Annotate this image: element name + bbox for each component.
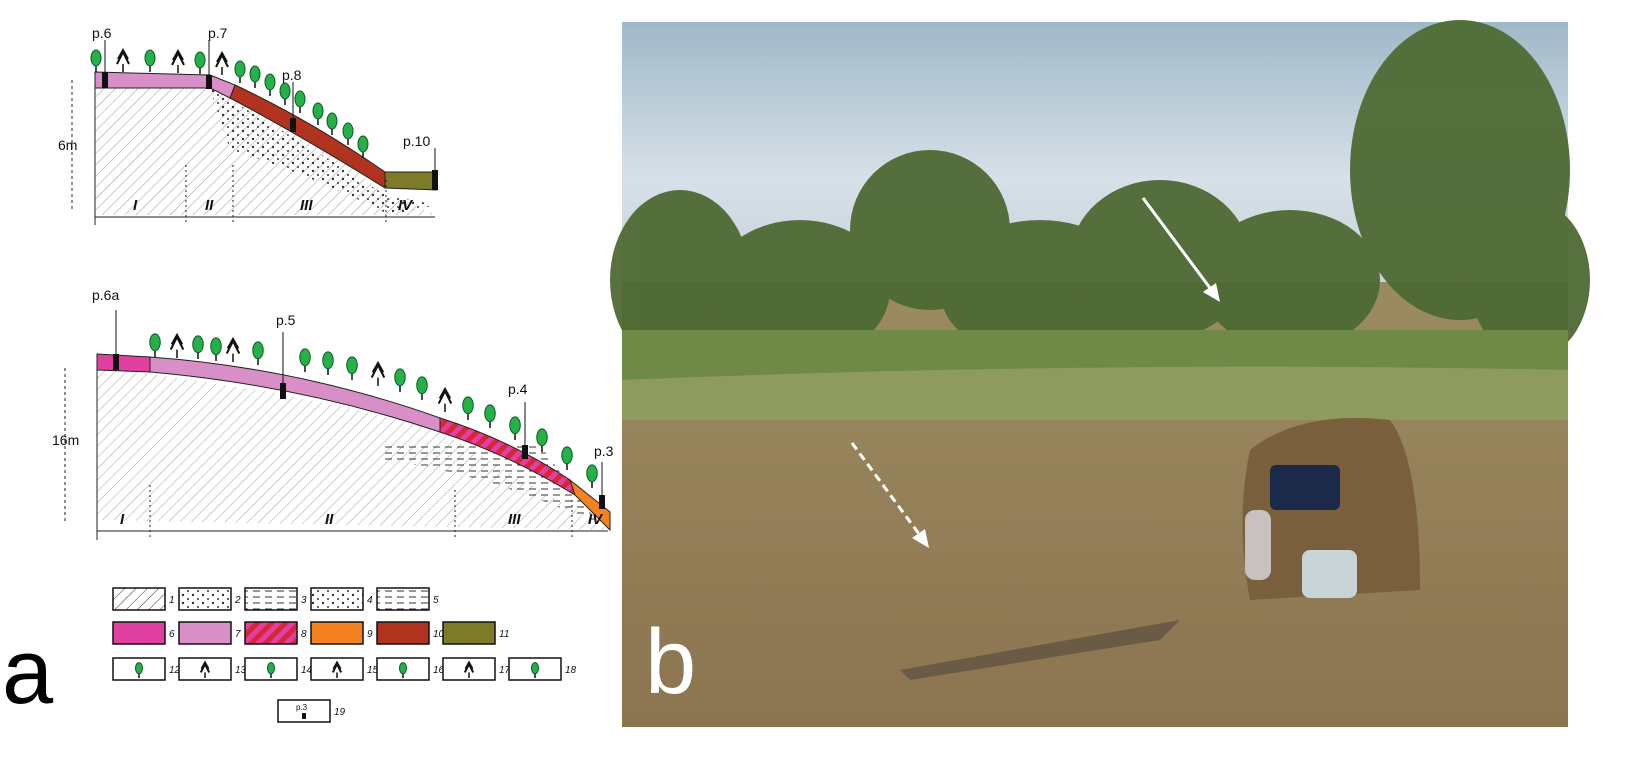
legend-swatch [179,588,231,610]
legend-sample-label: p.3 [296,703,308,712]
tree [117,50,129,64]
legend-number: 9 [367,629,373,640]
tree [265,74,275,90]
legend-number: 8 [301,629,307,640]
tree [537,429,548,446]
tree [171,335,184,350]
soil-7 [95,72,210,88]
point-label: p.3 [594,443,614,459]
soil-11 [385,172,437,190]
tree [417,377,428,394]
legend-swatch [245,622,297,644]
legend-swatch [443,622,495,644]
legend-number: 6 [169,629,175,640]
tree [439,389,452,404]
tree [211,338,222,355]
legend-number: 2 [234,595,241,606]
tree [145,50,155,66]
tree [510,417,521,434]
tree [136,663,143,674]
zone-label: IV [588,511,604,528]
point-label: p.6a [92,287,119,303]
legend-number: 7 [235,629,241,640]
legend-swatch [311,622,363,644]
tree [172,51,184,65]
panel-label: a [2,621,54,723]
legend-number: 4 [367,595,373,606]
point-label: p.4 [508,381,528,397]
tree [150,334,161,351]
tree [562,447,573,464]
legend-swatch [113,622,165,644]
tree [193,336,204,353]
figure: p.6 p.7 p.8 p.10 6m I II III IV p.6a p.5… [0,0,1642,773]
tree [343,123,353,139]
tree [358,136,368,152]
legend-number: 3 [301,595,307,606]
legend-swatch [377,588,429,610]
tree [400,663,407,674]
tree [250,66,260,82]
tree [532,663,539,674]
soil-6 [97,354,150,372]
tree [347,357,358,374]
tree [91,50,101,66]
panel-a: p.6 p.7 p.8 p.10 6m I II III IV p.6a p.5… [2,25,614,723]
zone-label: II [325,511,334,528]
tree [195,52,205,68]
tree [300,349,311,366]
point-label: p.6 [92,25,112,41]
legend-number: 19 [334,707,346,718]
legend-swatch [245,588,297,610]
height-label: 6m [58,137,77,153]
tree [313,103,323,119]
tree [323,352,334,369]
point-label: p.8 [282,67,302,83]
legend-number: 1 [169,595,175,606]
tree [253,342,264,359]
point-label: p.10 [403,133,430,149]
legend-sample-mark [302,713,306,719]
point-label: p.7 [208,25,228,41]
legend-swatch [377,622,429,644]
legend-swatch [179,622,231,644]
tree [295,91,305,107]
tree [463,397,474,414]
tree [235,61,245,77]
panel-b: b [610,20,1590,727]
legend-swatch [311,588,363,610]
panel-label: b [645,611,696,713]
zone-label: III [508,511,521,528]
tree [485,405,496,422]
legend-number: 5 [433,595,439,606]
tree [227,339,240,354]
zone-label: III [300,197,313,214]
zone-label: II [205,197,214,214]
tree [280,83,290,99]
tree [216,53,228,67]
backpack [1243,418,1421,600]
legend-number: 18 [565,665,577,676]
tree [587,465,598,482]
height-label: 16m [52,432,79,448]
tree [372,363,385,378]
point-label: p.5 [276,312,296,328]
legend-swatch [113,588,165,610]
tree [327,113,337,129]
tree [268,663,275,674]
zone-label: IV [398,197,414,214]
legend-number: 11 [499,629,509,640]
tree [395,369,406,386]
